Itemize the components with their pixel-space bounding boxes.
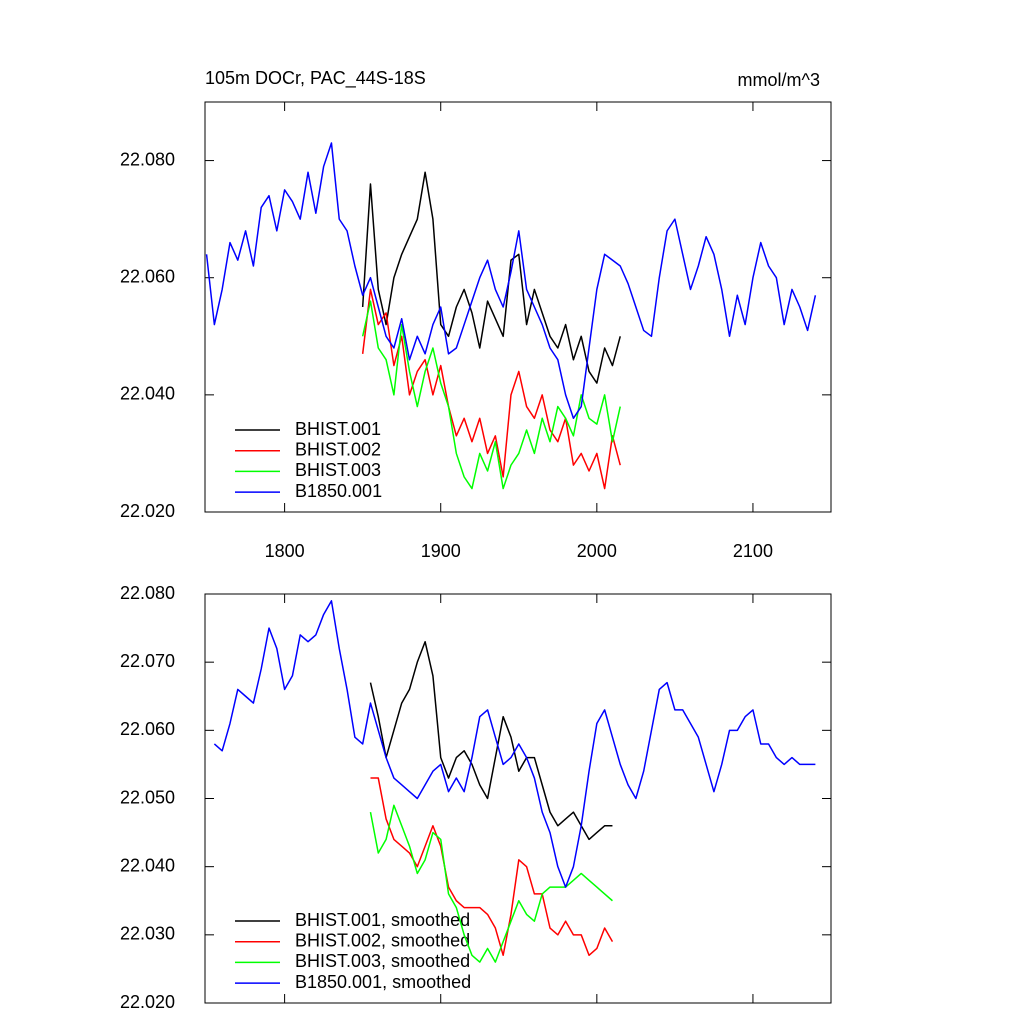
y-tick-label: 22.070 bbox=[120, 651, 175, 671]
chart-title: 105m DOCr, PAC_44S-18S bbox=[205, 68, 426, 89]
x-tick-label: 1800 bbox=[265, 541, 305, 561]
x-tick-label: 2000 bbox=[577, 541, 617, 561]
data-line bbox=[369, 640, 613, 841]
y-tick-label: 22.080 bbox=[120, 149, 175, 169]
y-tick-label: 22.040 bbox=[120, 855, 175, 875]
y-tick-label: 22.040 bbox=[120, 384, 175, 404]
legend-label: BHIST.003, smoothed bbox=[295, 951, 470, 971]
data-line bbox=[369, 804, 613, 963]
y-tick-label: 22.050 bbox=[120, 787, 175, 807]
plot-frame bbox=[204, 101, 832, 513]
legend-label: BHIST.001, smoothed bbox=[295, 910, 470, 930]
y-tick-label: 22.060 bbox=[120, 266, 175, 286]
data-line bbox=[205, 142, 817, 420]
legend-label: B1850.001, smoothed bbox=[295, 972, 471, 992]
legend-label: BHIST.003 bbox=[295, 460, 381, 480]
x-tick-label: 1900 bbox=[421, 541, 461, 561]
legend-label: BHIST.002, smoothed bbox=[295, 930, 470, 950]
legend-label: BHIST.002 bbox=[295, 439, 381, 459]
data-line bbox=[361, 171, 621, 384]
y-tick-label: 22.030 bbox=[120, 924, 175, 944]
data-line bbox=[361, 300, 621, 490]
data-line bbox=[361, 288, 621, 490]
data-line bbox=[213, 600, 816, 888]
legend-label: B1850.001 bbox=[295, 481, 382, 501]
y-tick-label: 22.020 bbox=[120, 992, 175, 1012]
y-tick-label: 22.060 bbox=[120, 719, 175, 739]
y-tick-label: 22.020 bbox=[120, 501, 175, 521]
x-tick-label: 2100 bbox=[733, 541, 773, 561]
y-tick-label: 22.080 bbox=[120, 583, 175, 603]
data-line bbox=[370, 777, 614, 957]
units-label: mmol/m^3 bbox=[738, 70, 820, 90]
legend-label: BHIST.001 bbox=[295, 419, 381, 439]
